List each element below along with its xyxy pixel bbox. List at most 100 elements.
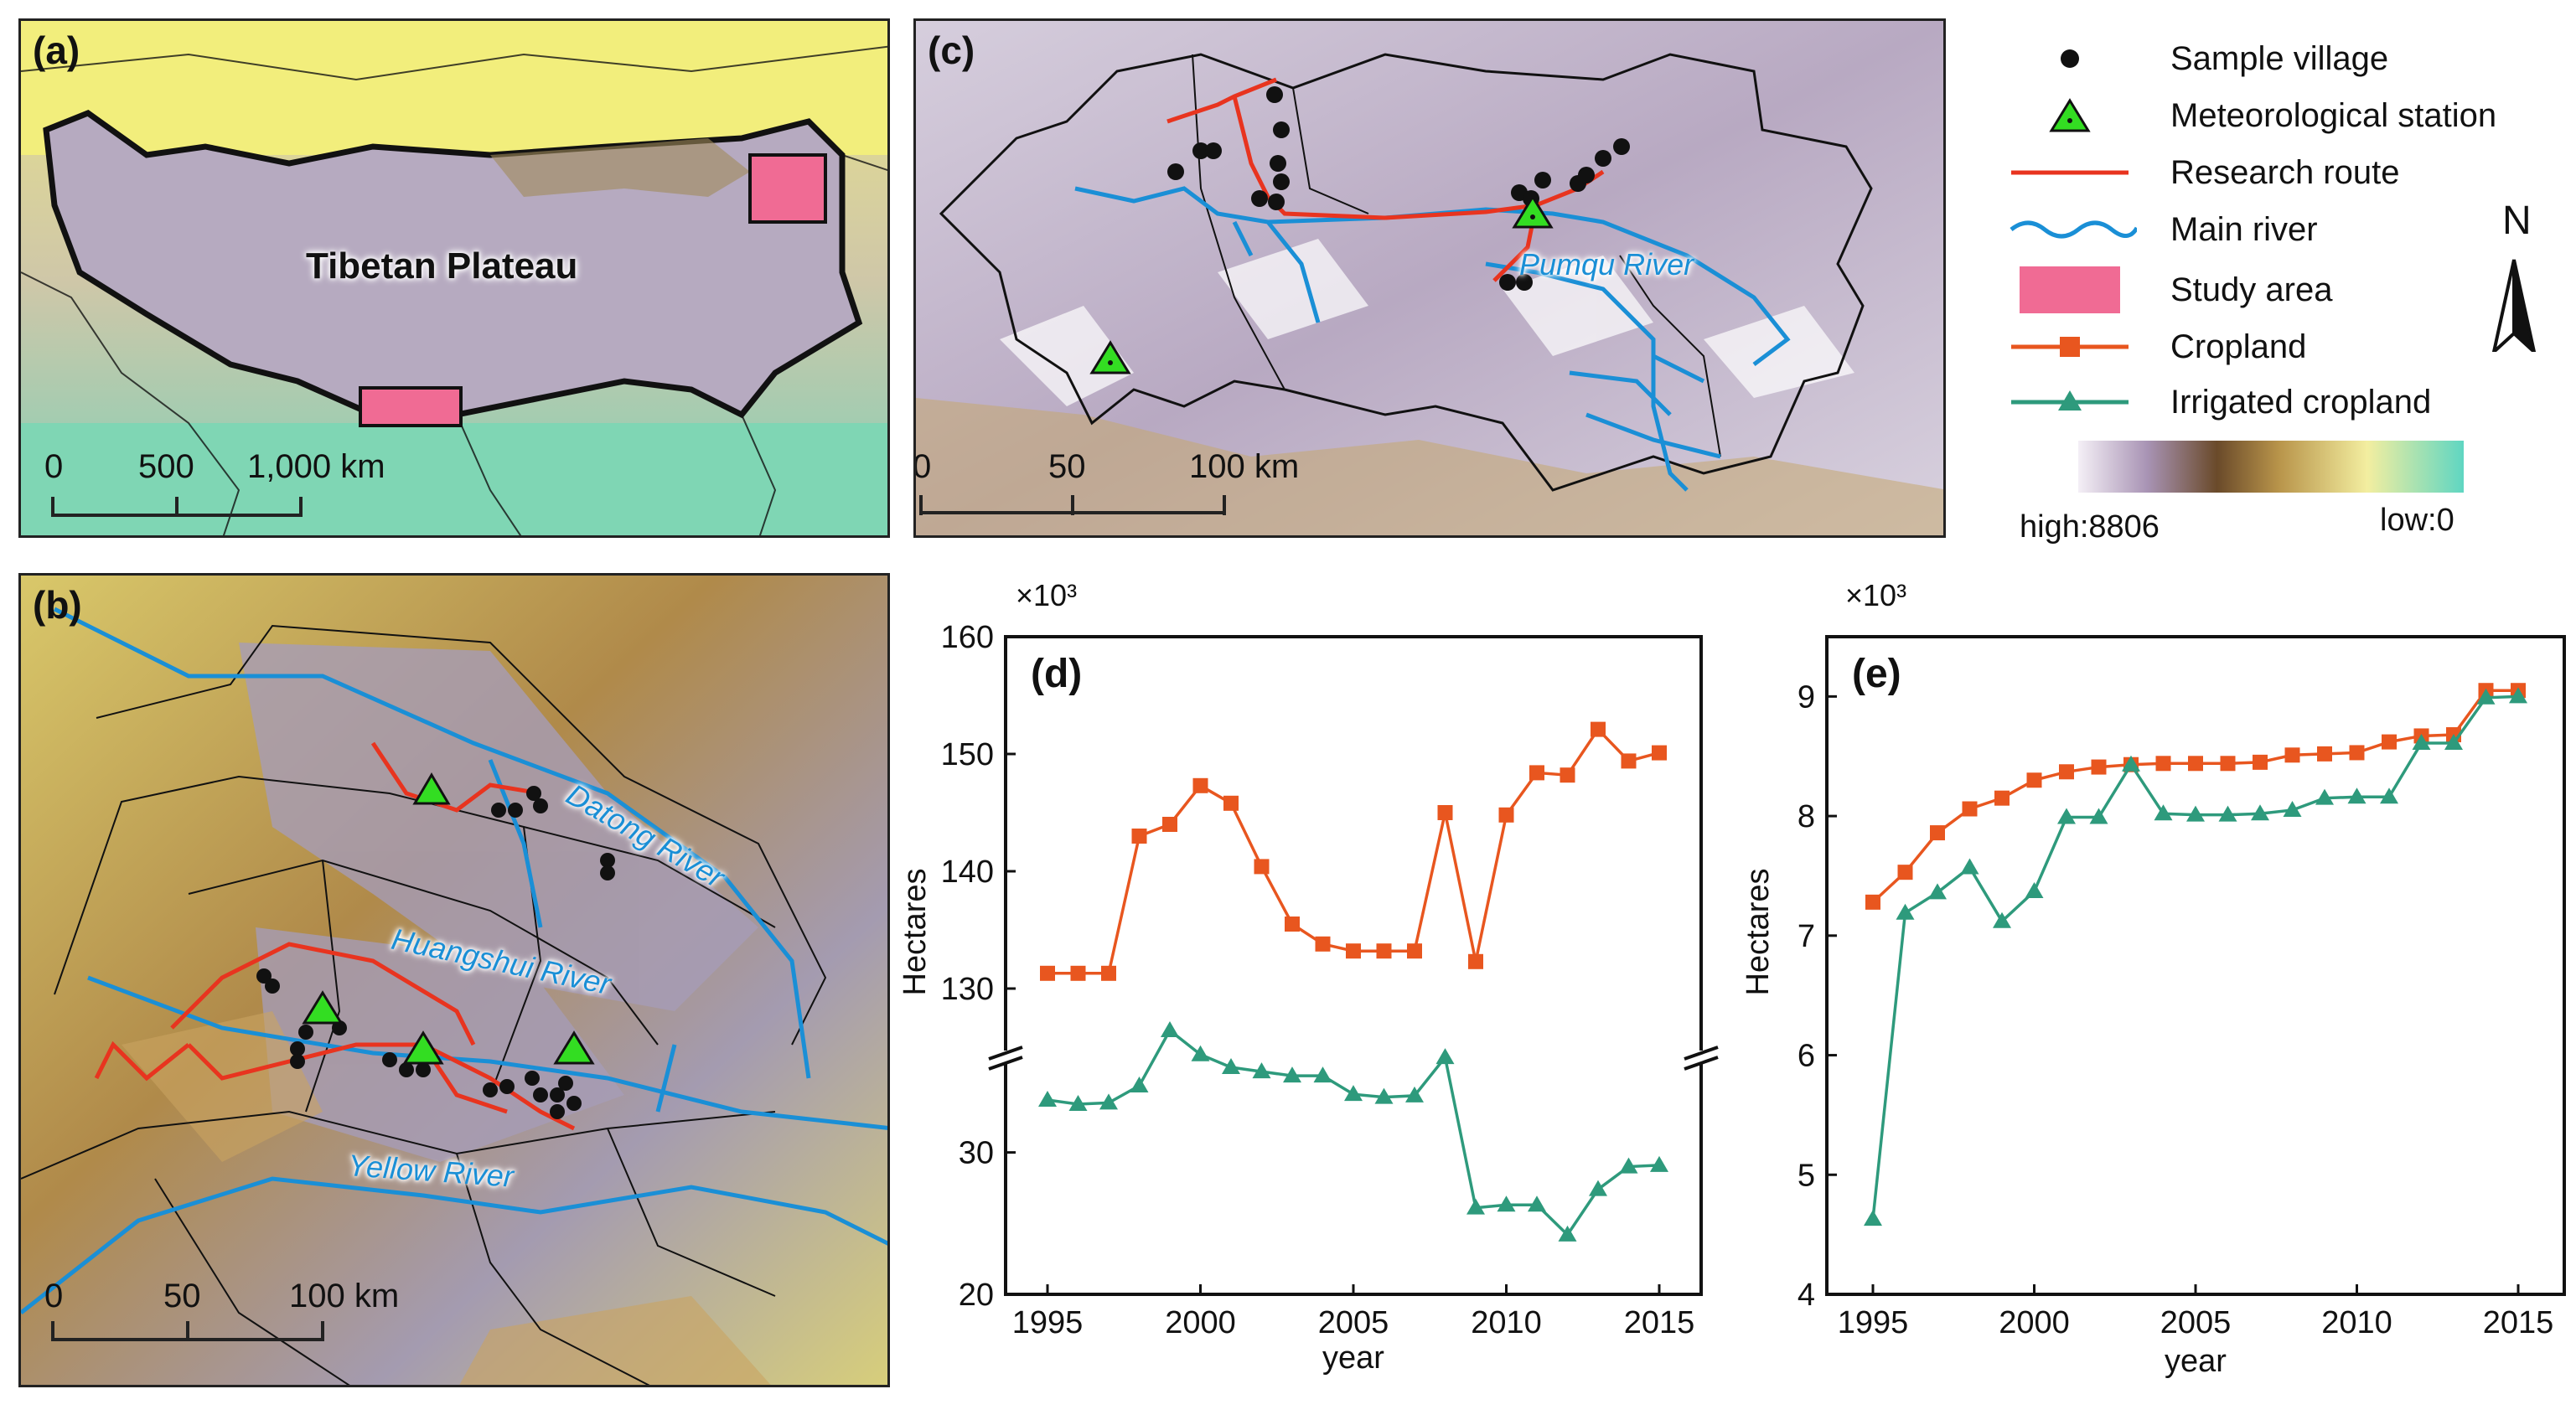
chart-d-xlabel: year [1322,1340,1384,1376]
chart-d-cropland-point [1468,953,1483,969]
chart-e-irrigated-point [2251,804,2269,821]
chart-e-ylabel: Hectares [1743,868,1776,995]
chart-e-irrigated-point [2025,882,2044,899]
legend-label: Study area [2170,271,2333,308]
map-a-terrain [21,21,887,535]
chart-d-irrigated-point [1252,1062,1271,1079]
chart-d-cropland-point [1376,943,1392,959]
elevation-high-label: high:8806 [2020,509,2160,545]
legend-label: Research route [2170,154,2400,191]
chart-d-ytick-label: 140 [941,855,994,890]
orange-square-line-icon [2011,337,2129,357]
chart-d-irrigated-point [1099,1093,1118,1110]
panel-c-map: (c) Pumqu River 0 50 100 km [913,18,1946,538]
elevation-low-label: low:0 [2380,503,2454,538]
chart-e-xtick-label: 2005 [2160,1305,2232,1340]
chart-d-irrigated-point [1405,1086,1424,1102]
scale-a-tick [299,497,303,517]
scale-c-1: 50 [1048,448,1086,485]
scale-c-tick [1223,495,1226,515]
scale-b-tick [51,1321,54,1341]
chart-e-irrigated-point [2315,788,2334,805]
chart-d-irrigated-point [1191,1045,1210,1061]
legend: Sample village Meteorological station Re… [2003,25,2573,570]
chart-d-multiplier: ×10³ [1016,578,1078,612]
chart-e-cropland-point [1865,894,1880,910]
chart-e-cropland-point [1962,801,1978,817]
chart-d-cropland-point [1529,765,1544,781]
scale-c-0: 0 [913,448,932,485]
met-stations-b [302,772,595,1065]
chart-e-ytick-label: 7 [1798,919,1815,954]
chart-e-cropland-point [1930,825,1945,841]
chart-e-irrigated-point [2412,734,2431,751]
chart-d-cropland-point [1162,817,1177,832]
chart-d-irrigated-point [1038,1090,1057,1107]
panel-a-map: (a) Tibetan Plateau 0 500 1,000 km [18,18,890,538]
chart-e-cropland-point [2317,746,2332,762]
red-line-icon [2011,170,2129,175]
tibetan-plateau-label: Tibetan Plateau [306,245,578,287]
chart-d-irrigated-point [1497,1195,1516,1212]
chart-d-cropland-point [1192,777,1208,793]
blue-wavy-line-icon [2010,220,2137,239]
chart-e-xtick-label: 2015 [2483,1305,2554,1340]
scale-a-tick [51,497,54,517]
chart-e-ytick-label: 9 [1798,679,1815,715]
chart-d-cropland-point [1315,936,1331,952]
chart-e-title: (e) [1852,652,1901,696]
chart-e-xlabel: year [2165,1344,2227,1379]
chart-d-ytick-label: 150 [941,737,994,772]
chart-e-cropland-point [2091,759,2107,775]
chart-d-cropland-point [1223,795,1239,811]
chart-e-irrigated-point [2509,687,2527,704]
chart-d-xtick-label: 1995 [1012,1305,1084,1340]
pumqu-river-label: Pumqu River [1519,247,1694,281]
legend-label: Sample village [2170,40,2389,77]
scale-c-tick [919,495,923,515]
scale-b-2: 100 km [289,1278,400,1314]
chart-d-cropland-point [1254,859,1270,875]
chart-d-cropland-point [1285,917,1300,932]
chart-e-cropland-point [2155,756,2171,772]
chart-d-cropland-point [1498,807,1514,823]
scale-b-tick [321,1321,324,1341]
chart-d-title: (d) [1031,652,1082,696]
chart-d-cropland-point [1346,943,1361,959]
north-arrow-icon [2491,259,2537,352]
north-label: N [2502,199,2532,243]
legend-item-research-route: Research route [2003,147,2573,198]
black-dot-icon [2061,49,2079,68]
chart-e-irrigated-line [1871,695,2519,1220]
study-area-box-b [359,386,463,427]
chart-e-irrigated-point [2283,800,2302,817]
chart-d-irrigated-point [1161,1020,1179,1037]
elevation-ramp [2078,441,2464,493]
rivers-c [1074,186,1791,492]
chart-d-irrigated-point [1435,1048,1455,1065]
chart-d-irrigated-point [1466,1198,1485,1215]
chart-e-ytick-label: 4 [1798,1278,1815,1313]
chart-e-cropland-point [2284,747,2300,763]
chart-d-axis-break-gap [999,1051,1708,1064]
chart-e-irrigated-point [1896,903,1915,920]
panel-c-label: (c) [928,28,975,72]
chart-d-cropland-line [1047,726,1660,975]
chart-e-irrigated-point [2347,787,2367,804]
chart-e-ytick-label: 5 [1798,1158,1815,1193]
chart-d-cropland-point [1101,965,1116,981]
green-triangle-line-icon [2011,390,2129,411]
study-area-box-c [748,153,827,224]
chart-d-xtick-label: 2015 [1624,1305,1695,1340]
chart-d-ytick-label: 160 [941,620,994,655]
chart-e-cropland-point [1994,790,2010,806]
legend-item-cropland: Cropland [2003,322,2573,372]
chart-d-ytick-label: 130 [941,972,994,1007]
panel-b-map: (b) Datong River Huangshui River Yellow … [18,573,890,1387]
chart-e-cropland-point [2382,734,2397,750]
chart-d-irrigated-point [1589,1180,1607,1196]
chart-d-cropland-point [1040,965,1055,981]
met-stations-c [1089,194,1554,374]
chart-e-xtick-label: 2010 [2321,1305,2392,1340]
scale-a-2: 1,000 km [247,448,385,485]
